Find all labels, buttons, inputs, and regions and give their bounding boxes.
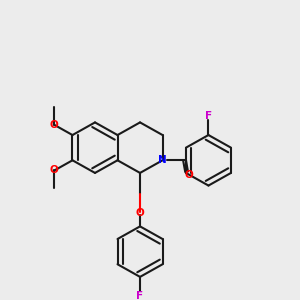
Text: F: F: [136, 291, 144, 300]
Text: O: O: [184, 170, 194, 180]
Text: O: O: [49, 165, 58, 176]
Text: O: O: [49, 120, 58, 130]
Text: F: F: [205, 111, 212, 121]
Text: N: N: [158, 155, 167, 165]
Text: O: O: [136, 208, 144, 218]
